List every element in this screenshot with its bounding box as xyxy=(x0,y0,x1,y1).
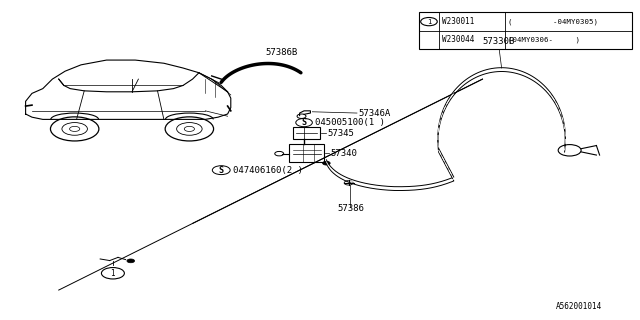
Text: 57386: 57386 xyxy=(338,204,365,213)
Bar xyxy=(293,127,320,139)
Circle shape xyxy=(127,259,134,263)
Text: S: S xyxy=(301,118,307,127)
Text: (04MY0306-     ): (04MY0306- ) xyxy=(508,36,580,43)
Circle shape xyxy=(184,126,195,132)
Circle shape xyxy=(323,161,330,165)
Bar xyxy=(289,144,324,162)
Text: 1: 1 xyxy=(427,19,431,25)
Text: 57386B: 57386B xyxy=(266,48,298,57)
Text: 045005100(1 ): 045005100(1 ) xyxy=(315,118,385,127)
Text: S: S xyxy=(219,166,224,175)
Text: 57345: 57345 xyxy=(328,129,355,138)
Text: 1: 1 xyxy=(111,269,115,278)
Text: (         -04MY0305): ( -04MY0305) xyxy=(508,18,598,25)
Text: W230044: W230044 xyxy=(442,35,475,44)
Text: 57340: 57340 xyxy=(330,149,357,158)
Text: A562001014: A562001014 xyxy=(556,302,602,311)
Text: 57346A: 57346A xyxy=(358,108,390,117)
Text: 57330B: 57330B xyxy=(483,36,515,45)
Circle shape xyxy=(70,126,80,132)
Text: W230011: W230011 xyxy=(442,17,475,26)
Bar xyxy=(419,12,632,49)
Text: 047406160(2 ): 047406160(2 ) xyxy=(233,166,303,175)
